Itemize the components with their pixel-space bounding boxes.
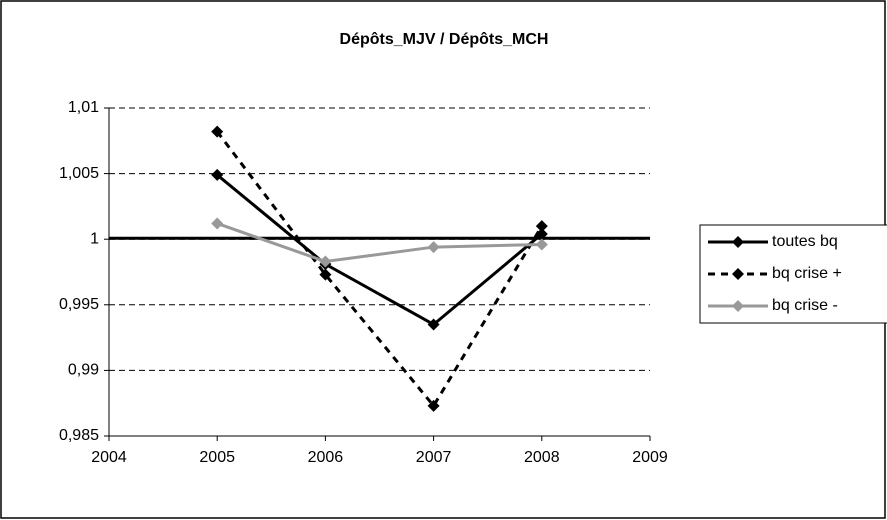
y-tick-label: 1,01 [68,99,99,116]
chart-title: Dépôts_MJV / Dépôts_MCH [340,31,549,48]
data-point [535,220,548,233]
legend-label: bq crise - [772,297,838,314]
x-tick-label: 2006 [308,449,344,466]
y-tick-label: 0,99 [68,362,99,379]
data-point [319,255,332,268]
data-point [427,241,440,254]
x-tick-label: 2005 [199,449,235,466]
x-tick-label: 2007 [416,449,452,466]
plot-area [109,108,650,436]
x-tick-label: 2008 [524,449,560,466]
series-line [216,130,544,409]
y-tick-label: 0,995 [59,296,99,313]
legend-marker [732,300,744,312]
x-tick-label: 2004 [91,449,127,466]
legend-label: bq crise + [772,265,842,282]
series-line [216,222,542,264]
x-tick-label: 2009 [632,449,668,466]
data-point [535,227,548,240]
data-point [319,268,332,281]
data-point [535,238,548,251]
y-tick-label: 0,985 [59,427,99,444]
data-point [211,217,224,230]
y-tick-label: 1 [90,230,99,247]
legend-label: toutes bq [772,233,838,250]
data-point [427,399,440,412]
series-line [216,173,543,327]
data-point [211,125,224,138]
y-tick-label: 1,005 [59,165,99,182]
data-point [211,168,224,181]
data-point [427,318,440,331]
legend-marker [732,236,744,248]
legend-marker [732,268,744,280]
